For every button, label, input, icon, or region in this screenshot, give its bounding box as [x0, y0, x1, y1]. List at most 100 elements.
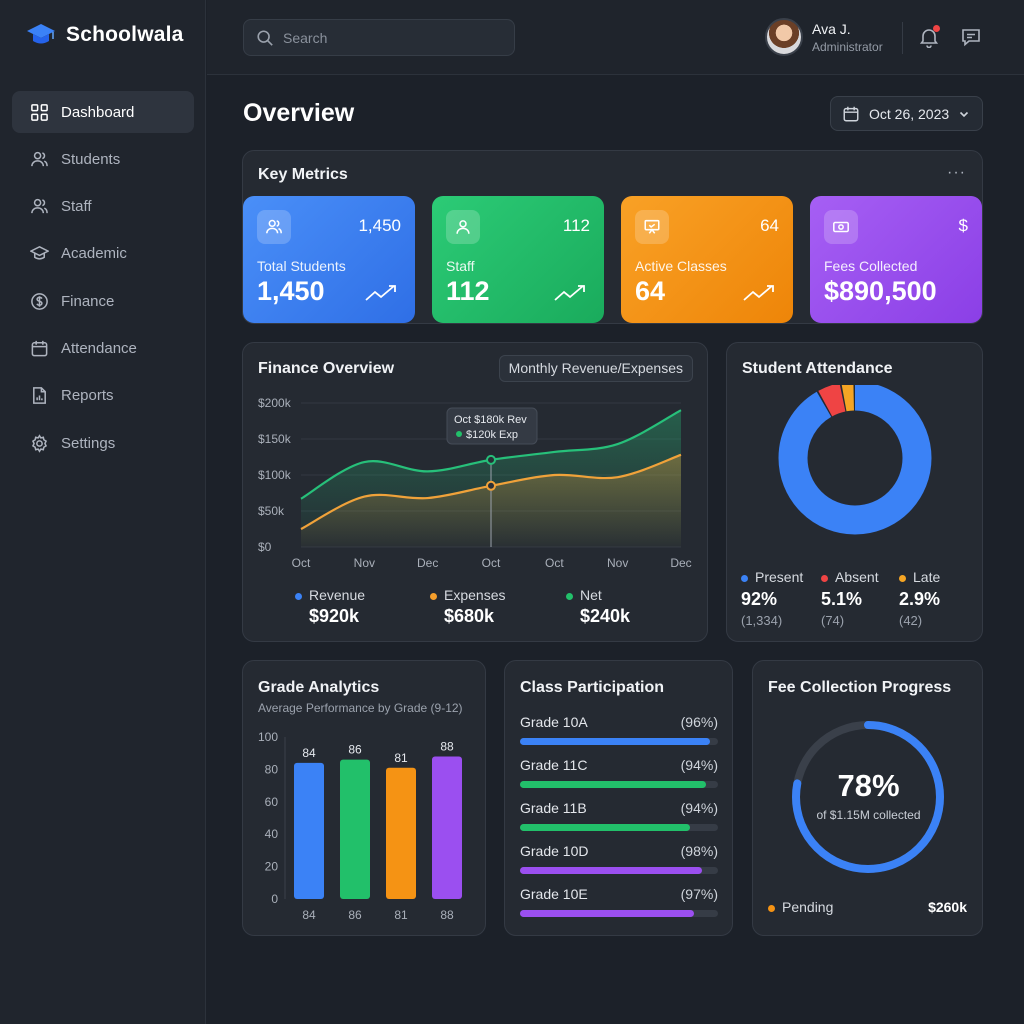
legend-value: $920k: [309, 606, 360, 626]
sidebar-item-label: Staff: [61, 198, 92, 216]
fee-collection-title: Fee Collection Progress: [768, 679, 952, 696]
metric-label: Staff: [446, 258, 475, 274]
bar-data-label: 81: [394, 751, 408, 765]
y-tick-label: 20: [265, 860, 279, 874]
calendar-icon: [31, 340, 48, 357]
finance-title: Finance Overview: [258, 360, 395, 377]
users-icon: [31, 151, 48, 167]
metric-value: 1,450: [257, 276, 325, 306]
progress-track: [520, 910, 718, 917]
metric-card-staff[interactable]: 112 Staff 112: [432, 196, 604, 323]
finance-filter-button[interactable]: Monthly Revenue/Expenses: [498, 355, 693, 382]
class-participation-panel: Class Participation Grade 10A (96%) Grade …: [504, 660, 733, 936]
ring-progress: [792, 721, 944, 873]
donut-slice-present: [778, 385, 932, 535]
sidebar-item-staff[interactable]: Staff: [12, 186, 194, 228]
legend-count: (1,334): [741, 613, 783, 628]
legend-dot: [295, 592, 302, 600]
participation-title: Class Participation: [520, 679, 665, 696]
dollar-circle-icon: [31, 292, 48, 310]
legend-dot: [741, 574, 748, 582]
x-tick-label: Oct: [545, 556, 564, 570]
sidebar-item-attendance[interactable]: Attendance: [12, 327, 194, 369]
user-icon: [446, 210, 480, 244]
legend-label: Net: [580, 587, 602, 603]
search-input[interactable]: [283, 29, 493, 46]
student-attendance-panel: Student Attendance Present 92% (1,334) Abse…: [726, 342, 983, 642]
sidebar-item-settings[interactable]: Settings: [12, 422, 194, 464]
legend-expenses: Expenses $680k: [430, 587, 505, 627]
sidebar-item-finance[interactable]: Finance: [12, 280, 194, 322]
bell-icon[interactable]: [918, 26, 940, 48]
sidebar-item-label: Settings: [61, 434, 116, 452]
x-tick-label: Dec: [417, 556, 438, 570]
grade-analytics-panel: Grade Analytics Average Performance by G…: [242, 660, 486, 936]
y-tick-label: $100k: [258, 468, 292, 482]
progress-track: [520, 824, 718, 831]
x-tick-label: Oct: [292, 556, 311, 570]
pending-value: $260k: [928, 899, 967, 915]
sidebar-item-dashboard[interactable]: Dashboard: [12, 91, 194, 133]
progress-fill: [520, 824, 691, 831]
brand-name: Schoolwala: [66, 23, 184, 46]
metric-count: 1,450: [358, 216, 401, 235]
y-tick-label: $50k: [258, 504, 285, 518]
finance-overview-panel: Finance Overview Monthly Revenue/Expense…: [242, 342, 708, 642]
date-picker[interactable]: Oct 26, 2023: [830, 96, 983, 131]
sidebar-item-label: Reports: [61, 387, 114, 405]
legend-dot: [821, 574, 828, 582]
metric-card-active-classes[interactable]: 64 Active Classes 64: [621, 196, 793, 323]
legend-label: Expenses: [444, 587, 506, 603]
brand[interactable]: Schoolwala: [26, 22, 184, 48]
sidebar-item-students[interactable]: Students: [12, 138, 194, 180]
participation-percent: (94%): [680, 800, 718, 816]
sidebar-item-label: Academic: [61, 245, 127, 263]
legend-count: (42): [899, 613, 923, 628]
participation-grade: Grade 10D: [520, 843, 589, 859]
legend-dot: [566, 592, 573, 600]
search-box[interactable]: [243, 19, 515, 56]
participation-percent: (94%): [680, 757, 718, 773]
fee-progress-ring: [792, 721, 944, 873]
x-tick-label: Oct: [482, 556, 501, 570]
user-profile[interactable]: Ava J. Administrator: [765, 18, 883, 56]
y-tick-label: 60: [265, 795, 279, 809]
sidebar-item-academic[interactable]: Academic: [12, 233, 194, 275]
bar-data-label: 86: [348, 743, 362, 757]
attendance-legend-item: Late 2.9% (42): [899, 569, 940, 628]
bar-data-label: 88: [440, 739, 454, 753]
metric-label: Fees Collected: [824, 258, 918, 274]
notification-dot: [933, 25, 940, 32]
tooltip-line: Oct $180k Rev: [454, 414, 527, 426]
y-tick-label: 80: [265, 762, 279, 776]
pending-label: Pending: [782, 899, 834, 915]
grade-analytics-subtitle: Average Performance by Grade (9-12): [258, 701, 463, 715]
divider: [902, 22, 903, 54]
presentation-icon: [635, 210, 669, 244]
metric-card-total-students[interactable]: 1,450 Total Students 1,450: [243, 196, 415, 323]
metric-label: Total Students: [257, 258, 346, 274]
chart-tooltip: Oct $180k Rev $120k Exp: [446, 407, 538, 445]
metric-card-fees-collected[interactable]: $ Fees Collected $890,500: [810, 196, 982, 323]
x-tick-label: 86: [348, 908, 362, 922]
participation-row: Grade 10E (97%): [520, 886, 718, 917]
legend-revenue: Revenue $920k: [295, 587, 365, 627]
bar: [386, 767, 416, 899]
page-title: Overview: [243, 99, 355, 127]
participation-row: Grade 10D (98%): [520, 843, 718, 874]
message-icon[interactable]: [960, 26, 982, 48]
x-tick-label: Nov: [354, 556, 375, 570]
grade-bar-chart[interactable]: 100 80 60 40 20 0 84 84 86 86 81 81 88 88: [243, 723, 487, 933]
attendance-legend-item: Absent 5.1% (74): [821, 569, 879, 628]
avatar[interactable]: [765, 18, 803, 56]
more-options-icon[interactable]: ···: [947, 164, 966, 181]
attendance-donut-chart[interactable]: [727, 385, 984, 565]
graduation-cap-icon: [30, 246, 49, 261]
sidebar-item-reports[interactable]: Reports: [12, 375, 194, 417]
sidebar-item-label: Students: [61, 150, 121, 168]
hover-point: [486, 480, 496, 491]
metric-count: $: [958, 216, 968, 235]
finance-chart[interactable]: $200k $150k $100k $50k $0 Oct Nov Dec Oct Oct Nov D…: [243, 383, 709, 621]
sidebar-nav: Dashboard Students Staff Academic Financ…: [12, 91, 194, 469]
x-tick-label: 88: [440, 908, 454, 922]
